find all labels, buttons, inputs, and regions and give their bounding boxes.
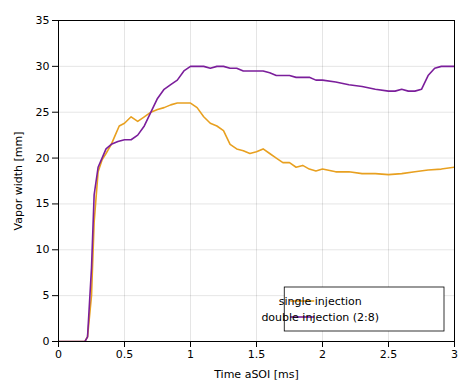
svg-text:3: 3 [451, 348, 458, 361]
svg-text:Time aSOI [ms]: Time aSOI [ms] [213, 368, 299, 381]
svg-text:1: 1 [187, 348, 194, 361]
svg-text:20: 20 [36, 152, 50, 165]
svg-text:2: 2 [319, 348, 326, 361]
svg-text:double injection (2:8): double injection (2:8) [261, 311, 379, 324]
svg-text:10: 10 [36, 243, 50, 256]
svg-text:30: 30 [36, 60, 50, 73]
svg-text:0: 0 [43, 335, 50, 348]
svg-text:5: 5 [43, 289, 50, 302]
svg-text:Vapor width [mm]: Vapor width [mm] [12, 132, 25, 231]
svg-text:1.5: 1.5 [248, 348, 266, 361]
svg-text:2.5: 2.5 [380, 348, 398, 361]
svg-text:0.5: 0.5 [116, 348, 134, 361]
svg-text:15: 15 [36, 197, 50, 210]
svg-text:25: 25 [36, 106, 50, 119]
svg-text:0: 0 [55, 348, 62, 361]
svg-text:35: 35 [36, 14, 50, 27]
svg-text:single injection: single injection [279, 295, 362, 308]
